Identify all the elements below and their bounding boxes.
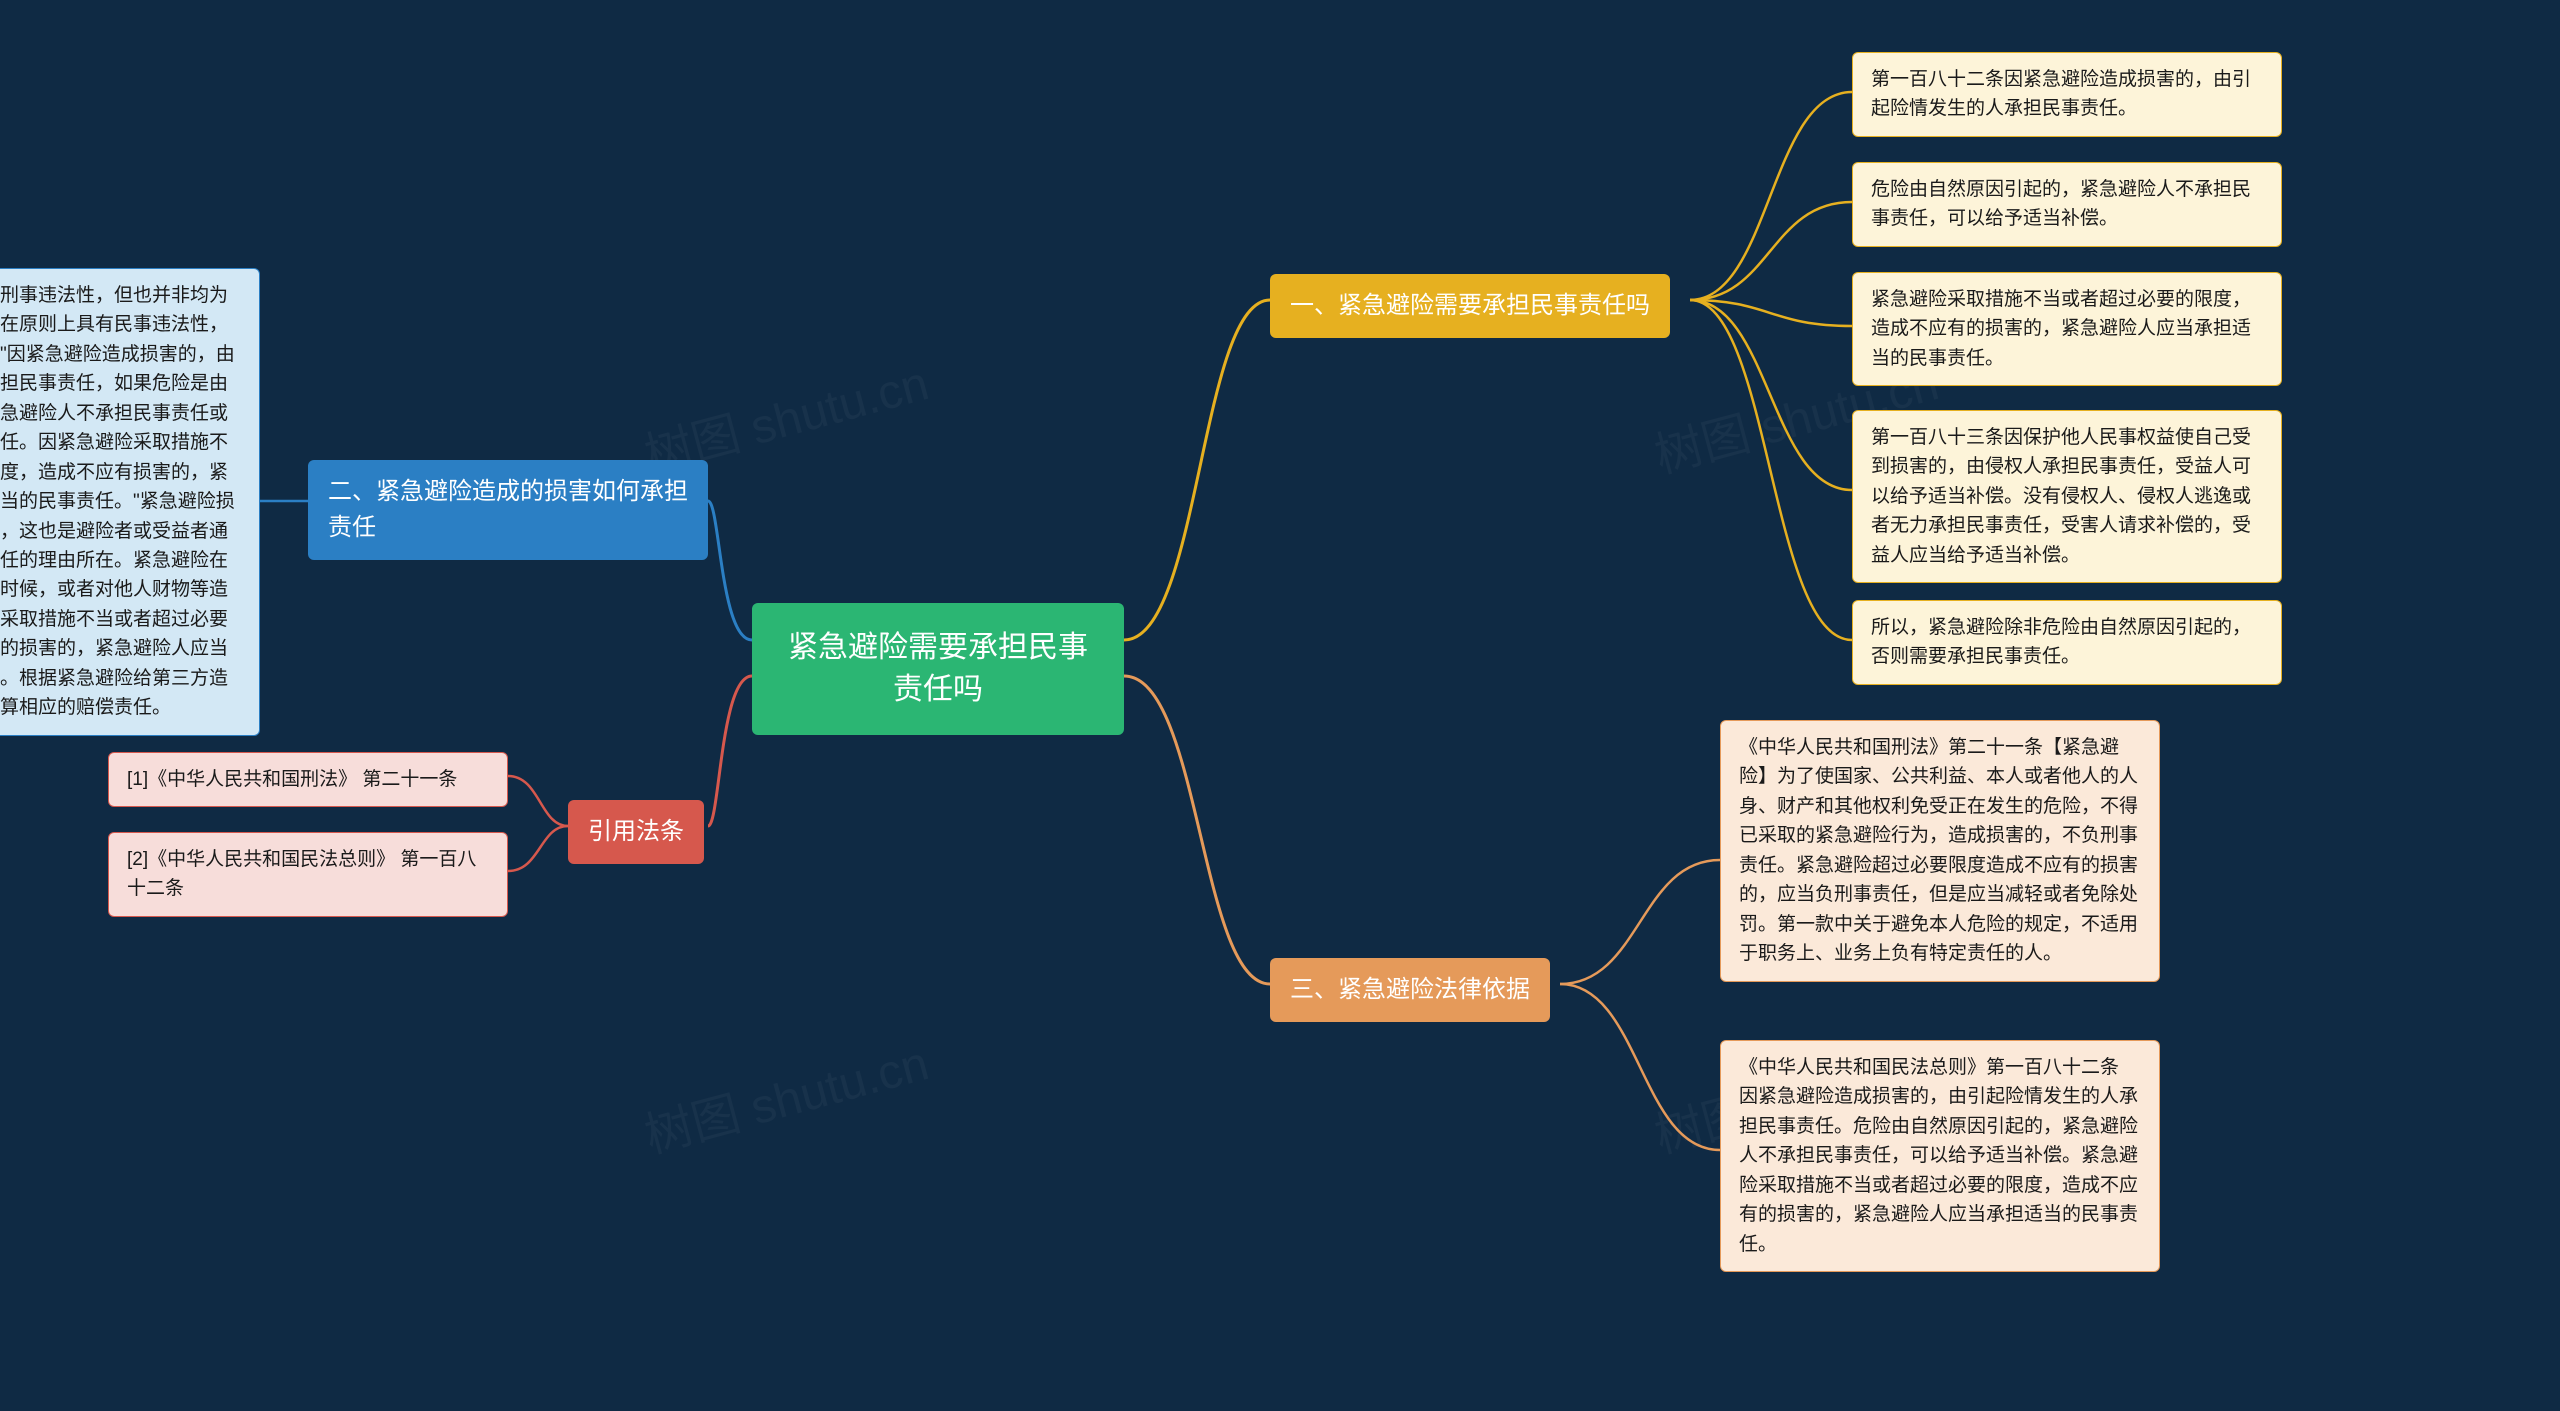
branch-one-leaf-0[interactable]: 第一百八十二条因紧急避险造成损害的，由引起险情发生的人承担民事责任。 [1852,52,2282,137]
branch-three-leaf-0[interactable]: 《中华人民共和国刑法》第二十一条【紧急避险】为了使国家、公共利益、本人或者他人的… [1720,720,2160,982]
branch-one-leaf-2[interactable]: 紧急避险采取措施不当或者超过必要的限度，造成不应有的损害的，紧急避险人应当承担适… [1852,272,2282,386]
branch-two-leaf-0[interactable]: 紧急避险虽然不具有刑事违法性，但也并非均为合法行为。因为它们在原则上具有民事违法… [0,268,260,736]
branch-three[interactable]: 三、紧急避险法律依据 [1270,958,1550,1022]
branch-two[interactable]: 二、紧急避险造成的损害如何承担责任 [308,460,708,560]
branch-cite[interactable]: 引用法条 [568,800,704,864]
branch-three-leaf-1[interactable]: 《中华人民共和国民法总则》第一百八十二条 因紧急避险造成损害的，由引起险情发生的… [1720,1040,2160,1272]
branch-one-leaf-4[interactable]: 所以，紧急避险除非危险由自然原因引起的，否则需要承担民事责任。 [1852,600,2282,685]
branch-one[interactable]: 一、紧急避险需要承担民事责任吗 [1270,274,1670,338]
branch-cite-leaf-1[interactable]: [2]《中华人民共和国民法总则》 第一百八十二条 [108,832,508,917]
branch-cite-leaf-0[interactable]: [1]《中华人民共和国刑法》 第二十一条 [108,752,508,807]
root-node[interactable]: 紧急避险需要承担民事责任吗 [752,603,1124,735]
watermark: 树图 shutu.cn [636,1024,935,1167]
branch-one-leaf-1[interactable]: 危险由自然原因引起的，紧急避险人不承担民事责任，可以给予适当补偿。 [1852,162,2282,247]
branch-one-leaf-3[interactable]: 第一百八十三条因保护他人民事权益使自己受到损害的，由侵权人承担民事责任，受益人可… [1852,410,2282,583]
